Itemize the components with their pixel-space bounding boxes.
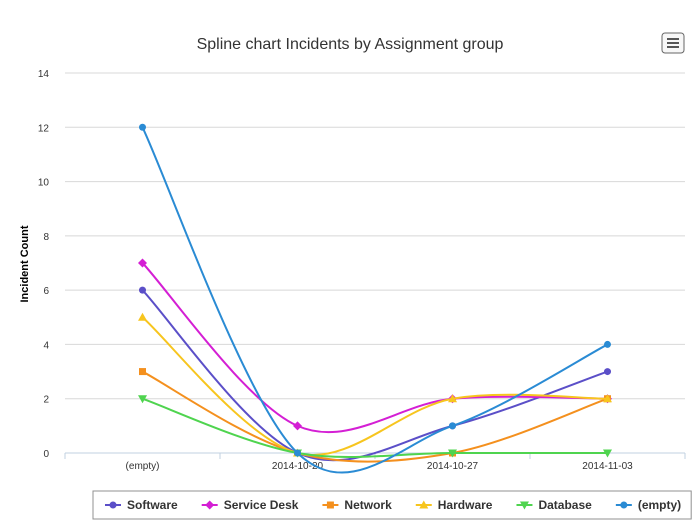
chart-title: Spline chart Incidents by Assignment gro…: [197, 36, 504, 53]
data-point: [603, 394, 612, 403]
y-tick-label: 10: [38, 178, 50, 189]
data-point: [139, 286, 146, 294]
data-point: [138, 258, 147, 268]
series-line: [142, 397, 608, 459]
legend-label: Service Desk: [224, 498, 299, 512]
y-tick-label: 8: [43, 232, 49, 243]
legend-marker: [205, 500, 215, 510]
legend-item-1: Service Desk: [201, 498, 299, 512]
y-tick-label: 14: [38, 69, 50, 80]
data-point: [448, 449, 457, 458]
y-axis-ticks: 0 2 4 6 8 10 12 14: [38, 69, 50, 460]
legend-marker: [519, 501, 529, 510]
grid-lines: [65, 72, 685, 454]
legend-marker: [419, 500, 429, 509]
series-5: [139, 123, 611, 474]
data-point: [139, 368, 146, 376]
legend-item-5: (empty): [615, 498, 681, 512]
legend-label: (empty): [638, 498, 681, 512]
menu-icon[interactable]: [667, 38, 679, 48]
data-point: [604, 368, 611, 376]
y-tick-label: 4: [43, 340, 49, 351]
legend-marker: [109, 501, 117, 509]
legend-label: Network: [344, 498, 392, 512]
legend-item-3: Hardware: [415, 498, 493, 512]
x-tick-label: 2014-10-27: [427, 461, 479, 472]
data-point: [138, 395, 147, 404]
series-line: [141, 316, 608, 456]
legend: Software Service Desk Network Hardware Datab…: [92, 490, 692, 520]
legend-item-2: Network: [322, 498, 392, 512]
series-line: [142, 370, 608, 463]
y-tick-label: 6: [43, 286, 49, 297]
legend-label: Database: [538, 498, 592, 512]
series-line: [141, 126, 608, 474]
data-point: [448, 394, 457, 403]
series-line: [141, 262, 608, 434]
legend-item-4: Database: [516, 498, 592, 512]
y-tick-label: 0: [43, 449, 49, 460]
x-tick-label: (empty): [126, 461, 160, 472]
legend-marker: [326, 501, 334, 509]
y-axis-label: Incident Count: [19, 225, 31, 302]
data-point: [294, 449, 301, 457]
x-tick-label: 2014-10-20: [272, 461, 324, 472]
y-tick-label: 12: [38, 123, 50, 134]
data-point: [604, 340, 611, 348]
context-menu-button[interactable]: [661, 32, 685, 54]
legend-label: Hardware: [438, 498, 493, 512]
series-1: [138, 258, 612, 434]
y-tick-label: 2: [43, 395, 49, 406]
legend-label: Software: [127, 498, 178, 512]
data-point: [139, 123, 146, 131]
data-point: [449, 422, 456, 430]
x-tick-label: 2014-11-03: [582, 461, 633, 472]
legend-marker: [620, 501, 628, 509]
data-point: [603, 449, 612, 458]
data-point: [138, 312, 147, 321]
data-point: [293, 421, 302, 431]
legend-item-0: Software: [105, 498, 178, 512]
legend-frame: [92, 490, 692, 520]
series-3: [138, 312, 612, 457]
series-group: [138, 123, 612, 474]
